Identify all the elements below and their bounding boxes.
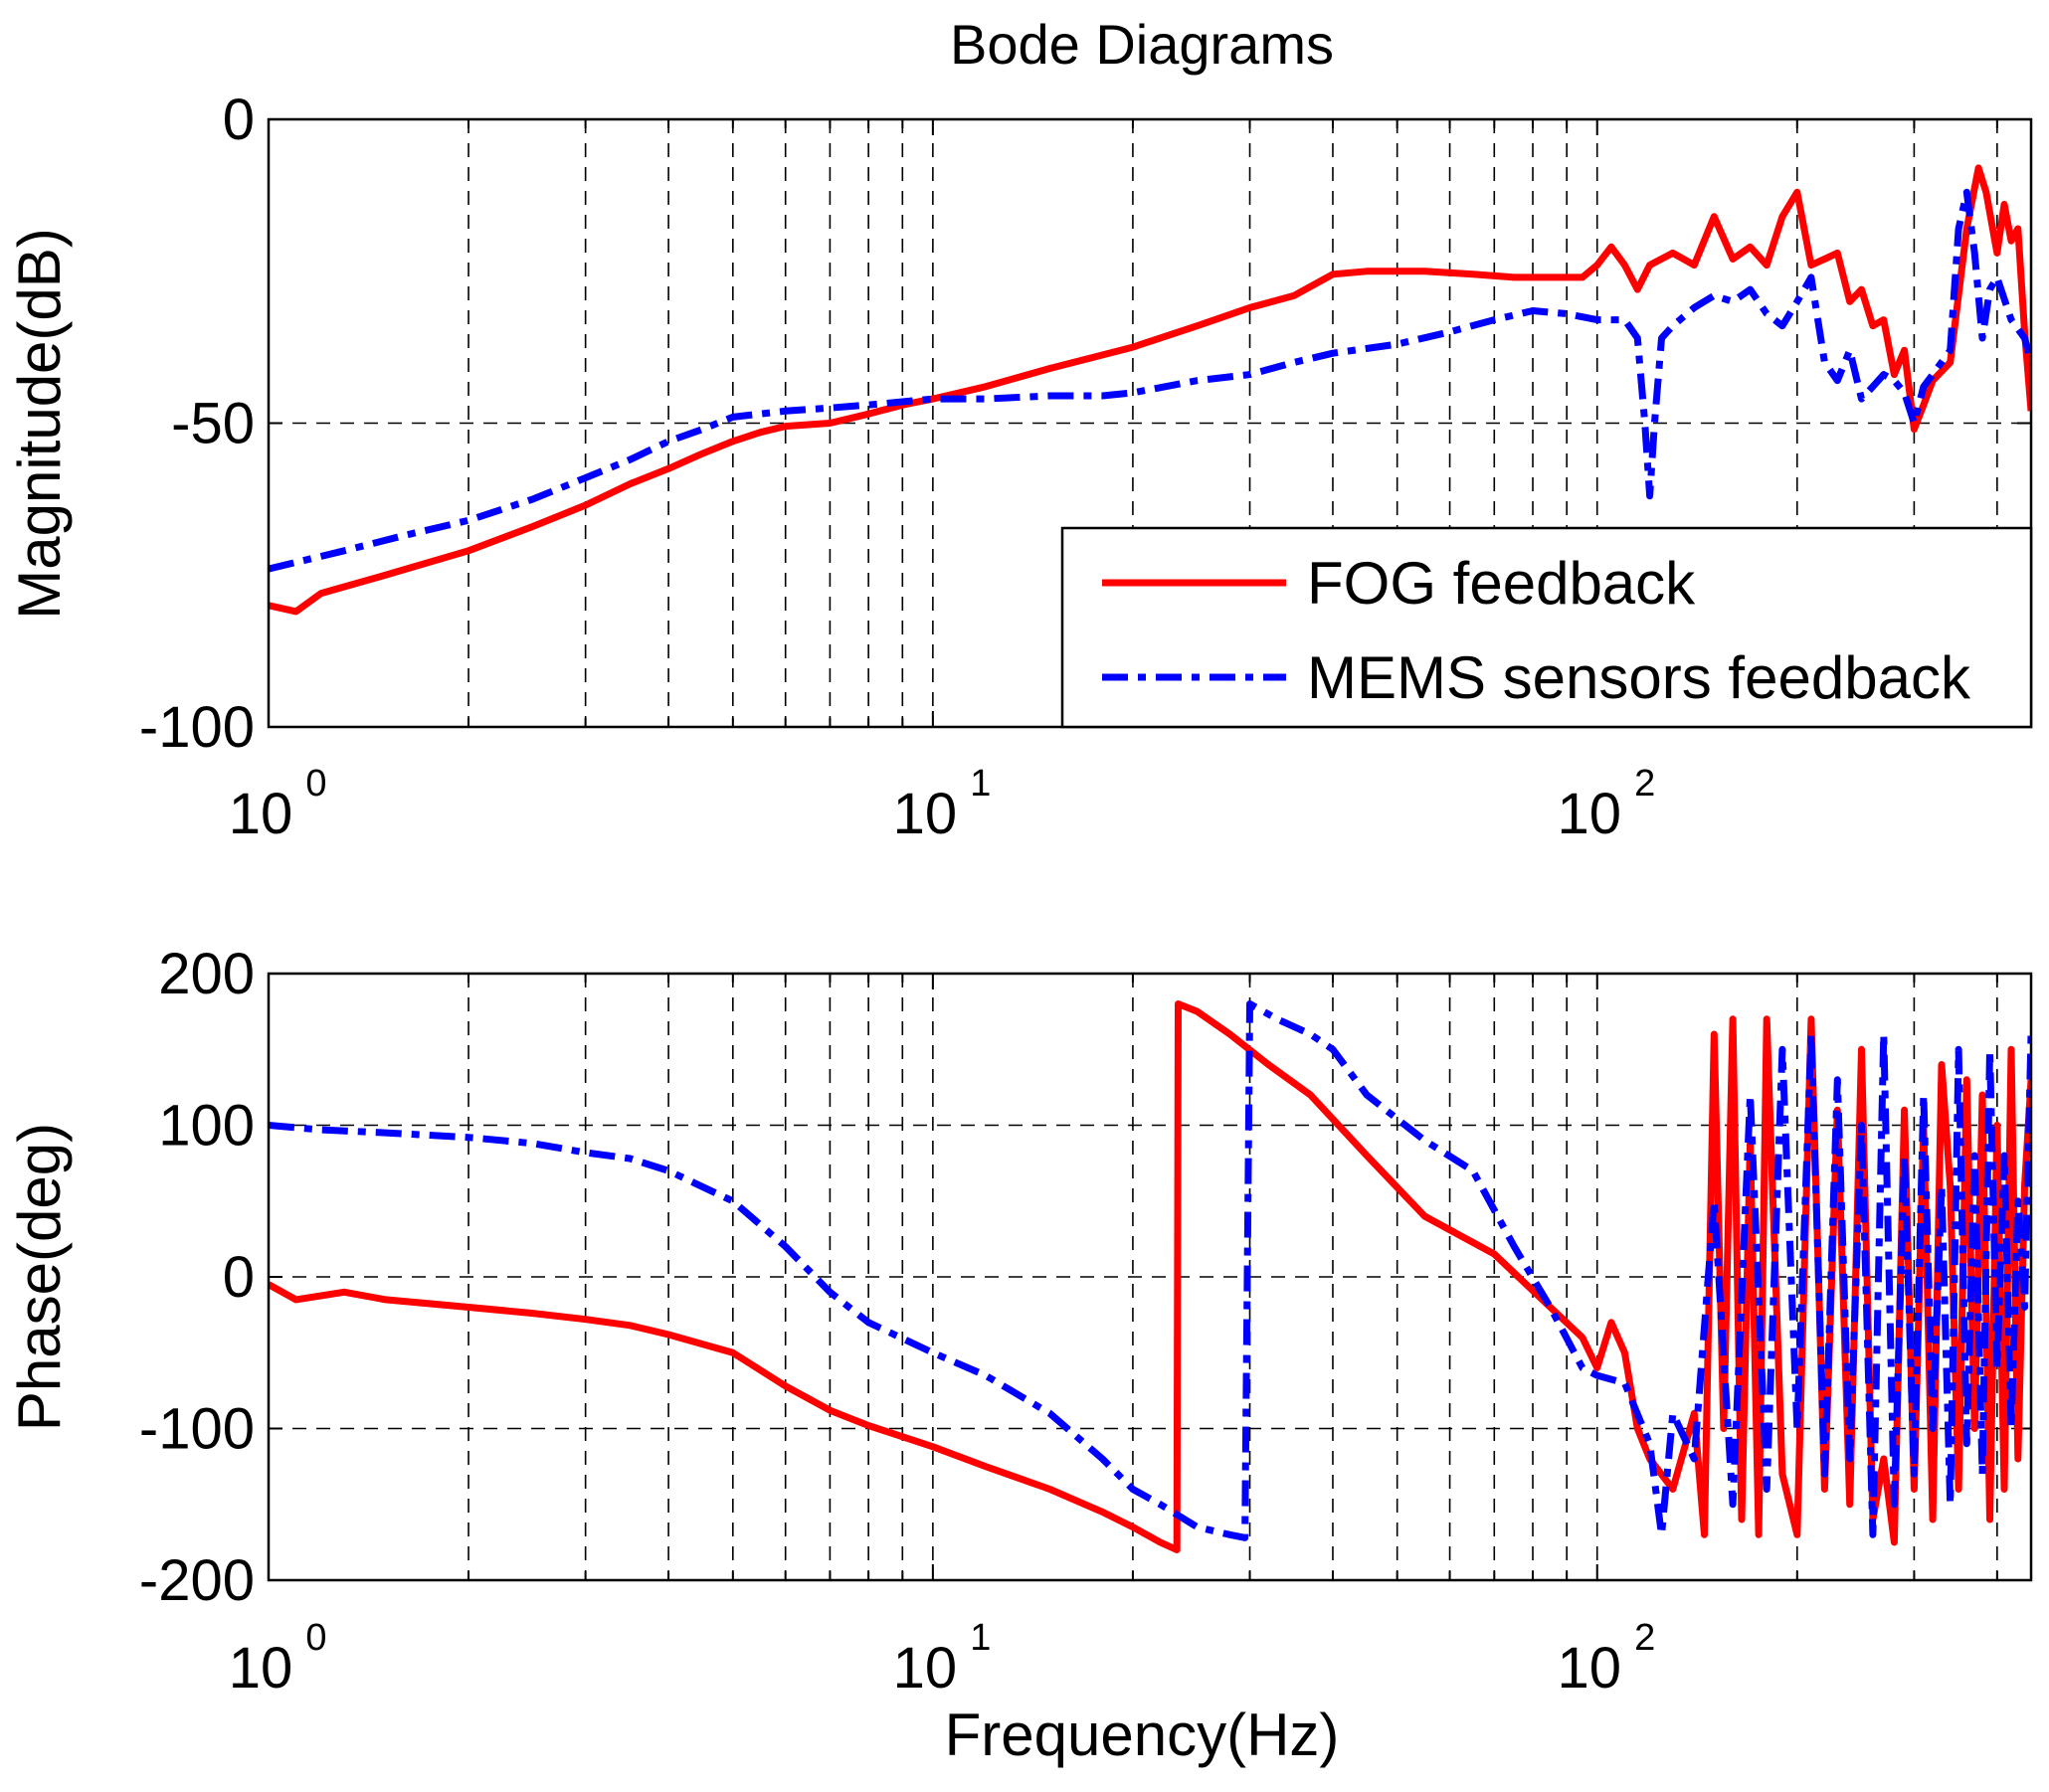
mems-feedback-phase-line	[269, 1000, 2031, 1541]
phase-axes-frame	[267, 972, 2033, 1582]
y-tick-label: -100	[139, 695, 255, 760]
legend-mems-label: MEMS sensors feedback	[1307, 644, 1971, 711]
magnitude-y-axis-label: Magnitude(dB)	[6, 228, 73, 620]
x-tick-label: 10	[893, 1636, 958, 1701]
phase-series	[269, 1000, 2031, 1553]
y-tick-label: -50	[171, 392, 255, 456]
mems-feedback-magnitude-line	[269, 188, 2031, 573]
y-tick-label: -200	[139, 1548, 255, 1613]
legend-fog-label: FOG feedback	[1307, 550, 1696, 617]
x-tick-label: 10	[229, 1636, 293, 1701]
x-tick-label-exponent: 0	[305, 1617, 326, 1659]
fog-feedback-magnitude-line	[269, 164, 2031, 616]
x-tick-label-exponent: 2	[1634, 1617, 1655, 1659]
y-tick-label: -100	[139, 1397, 255, 1462]
x-tick-label: 10	[229, 782, 293, 846]
magnitude-series	[269, 164, 2031, 616]
legend-box	[1060, 526, 2033, 729]
legend: FOG feedback MEMS sensors feedback	[1060, 526, 2033, 729]
phase-y-axis-label: Phase(deg)	[6, 1123, 73, 1431]
chart-title: Bode Diagrams	[950, 13, 1334, 76]
x-tick-label-exponent: 2	[1634, 763, 1655, 805]
x-tick-label-exponent: 0	[305, 763, 326, 805]
y-tick-label: 100	[158, 1094, 255, 1159]
y-tick-label: 0	[223, 88, 255, 152]
x-tick-label: 10	[1557, 782, 1621, 846]
x-axis-label: Frequency(Hz)	[945, 1702, 1340, 1768]
x-tick-label-exponent: 1	[970, 763, 991, 805]
y-tick-label: 200	[158, 942, 255, 1006]
magnitude-plot: 0 -50 -100 10 0 10 1 10 2 Magnitude(dB) FOG feedba…	[6, 88, 2033, 846]
fog-feedback-phase-line	[269, 1000, 2031, 1553]
x-tick-label-exponent: 1	[970, 1617, 991, 1659]
x-tick-label: 10	[893, 782, 958, 846]
x-tick-label: 10	[1557, 1636, 1621, 1701]
y-tick-label: 0	[223, 1245, 255, 1310]
